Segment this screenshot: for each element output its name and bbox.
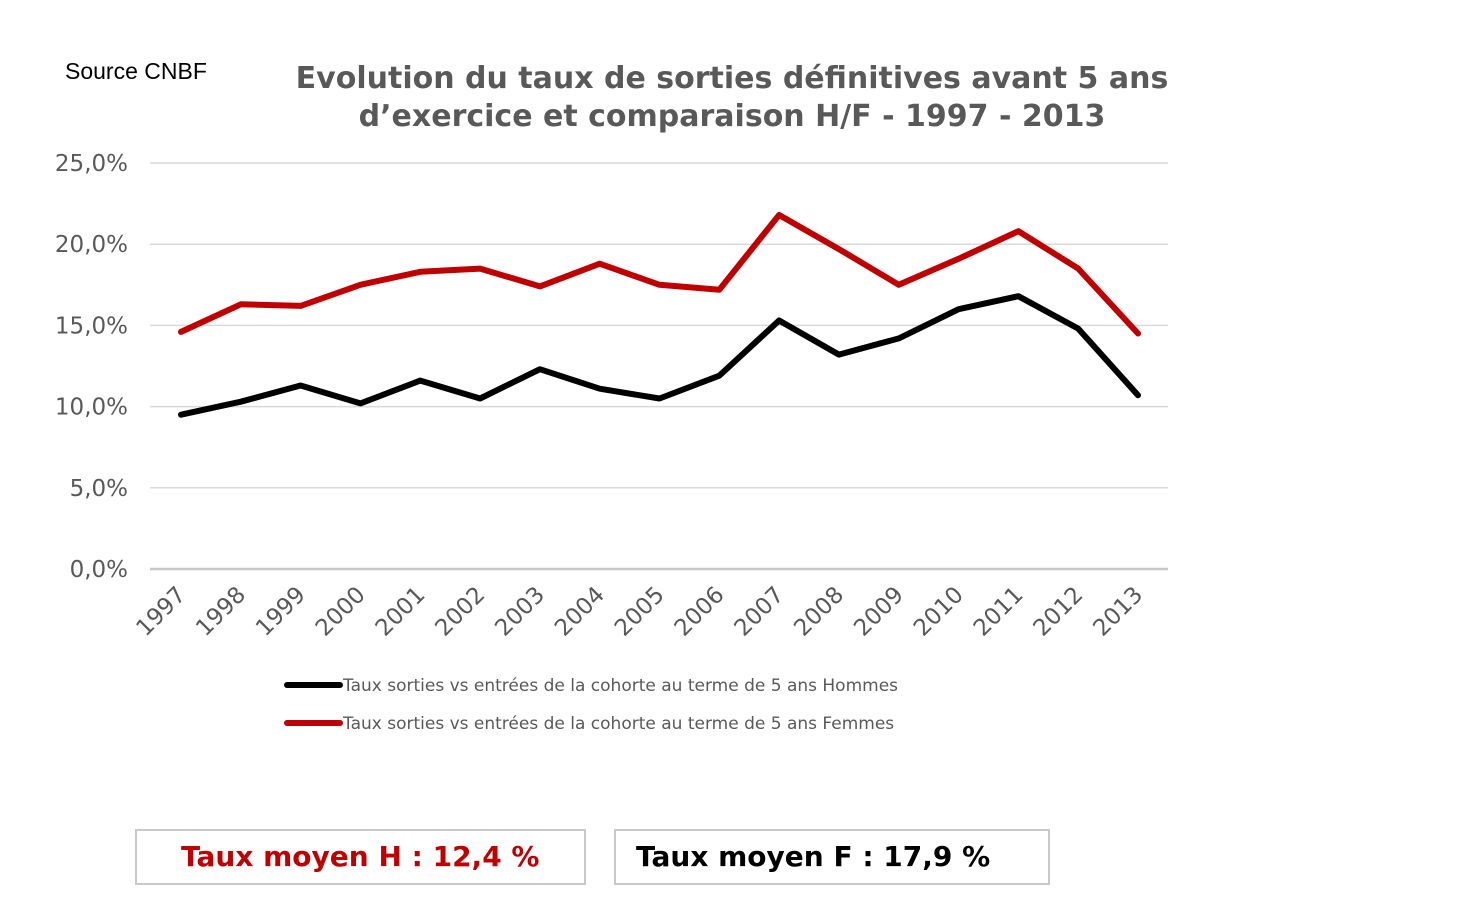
chart-title: Evolution du taux de sorties définitives…	[232, 60, 1232, 136]
x-tick-label: 2007	[730, 582, 790, 642]
x-tick-label: 1999	[251, 582, 311, 642]
y-tick-label: 25,0%	[55, 151, 128, 177]
series-line-femmes	[178, 212, 1141, 337]
average-men-box: Taux moyen H : 12,4 %	[135, 829, 586, 885]
x-tick-label: 2001	[371, 582, 431, 642]
x-axis: 1997 1998 1999 2000 2001 2002 2003 2004 2005 2006…	[131, 582, 1148, 642]
legend-label-hommes: Taux sorties vs entrées de la cohorte au…	[342, 676, 898, 696]
average-women-label: Taux moyen F : 17,9 %	[636, 840, 991, 873]
x-tick-label: 2003	[490, 582, 550, 642]
gridlines	[150, 162, 1168, 571]
x-tick-label: 2009	[849, 582, 909, 642]
x-tick-label: 2013	[1088, 582, 1148, 642]
x-tick-label: 2002	[431, 582, 491, 642]
x-tick-label: 2010	[909, 582, 969, 642]
y-tick-label: 0,0%	[70, 557, 128, 583]
chart-title-line-1: Evolution du taux de sorties définitives…	[295, 61, 1169, 96]
line-chart: 0,0% 5,0% 10,0% 15,0% 20,0% 25,0% 1997 1998 199…	[55, 151, 1168, 734]
chart-title-line-2: d’exercice et comparaison H/F - 1997 - 2…	[358, 99, 1106, 134]
y-tick-label: 10,0%	[55, 395, 128, 421]
x-tick-label: 2012	[1029, 582, 1089, 642]
x-tick-label: 2011	[969, 582, 1029, 642]
x-tick-label: 2006	[670, 582, 730, 642]
series-line-hommes	[178, 293, 1141, 418]
average-men-label: Taux moyen H : 12,4 %	[181, 840, 540, 873]
series-lines	[178, 212, 1141, 418]
y-axis: 0,0% 5,0% 10,0% 15,0% 20,0% 25,0%	[55, 151, 128, 583]
x-tick-label: 1997	[131, 582, 191, 642]
legend-label-femmes: Taux sorties vs entrées de la cohorte au…	[342, 714, 894, 734]
x-tick-label: 2000	[311, 582, 371, 642]
y-tick-label: 20,0%	[55, 232, 128, 258]
x-tick-label: 2005	[610, 582, 670, 642]
legend: Taux sorties vs entrées de la cohorte au…	[284, 676, 898, 734]
x-tick-label: 2004	[550, 582, 610, 642]
x-tick-label: 2008	[789, 582, 849, 642]
y-tick-label: 5,0%	[70, 476, 128, 502]
y-tick-label: 15,0%	[55, 313, 128, 339]
source-label: Source CNBF	[65, 58, 207, 84]
x-tick-label: 1998	[191, 582, 251, 642]
average-women-box: Taux moyen F : 17,9 %	[614, 829, 1050, 885]
